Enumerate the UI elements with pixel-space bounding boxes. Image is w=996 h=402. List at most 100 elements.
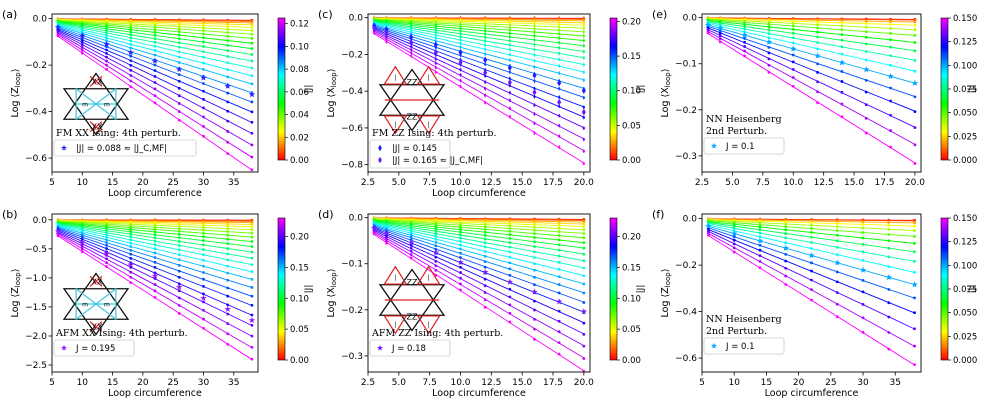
x-tick-label: 12.5 — [814, 178, 834, 188]
series-point — [80, 43, 84, 47]
series-point — [153, 53, 157, 57]
lattice-red-mark: | — [394, 274, 396, 281]
series-point — [202, 231, 205, 235]
series-fit-line — [374, 18, 584, 33]
series-point — [840, 45, 844, 49]
x-tick-label: 20.0 — [905, 178, 925, 188]
series-point — [913, 41, 917, 44]
series-point — [434, 229, 438, 233]
panel-c: 2.5 5.0 7.5 10.0 12.5 15.0 17.5 20.0 0.0 −0.2 −0.4… — [318, 8, 646, 199]
series-point — [582, 274, 586, 278]
series-point — [718, 31, 722, 35]
series-point — [533, 245, 536, 248]
series-point — [557, 260, 561, 264]
x-tick-label: 7.5 — [423, 178, 437, 188]
series-point — [459, 225, 462, 229]
series-point — [810, 269, 813, 273]
series-point — [483, 230, 487, 234]
colorbar-tick-label: 0.10 — [290, 42, 309, 52]
y-tick-label: −0.1 — [675, 60, 697, 70]
series-point — [409, 235, 413, 239]
series-point — [533, 262, 536, 266]
lattice-triangle-down — [378, 84, 446, 132]
series-point — [250, 228, 254, 232]
series-point — [533, 64, 536, 70]
series-point — [508, 106, 512, 111]
series-point — [250, 32, 254, 36]
series-point — [129, 228, 133, 231]
series-point — [129, 39, 133, 43]
series-point — [913, 229, 916, 232]
colorbar — [277, 17, 286, 161]
legend-marker — [710, 142, 718, 149]
series-fit-line — [373, 28, 585, 118]
series-point — [816, 35, 819, 39]
series-point — [80, 51, 84, 55]
series-point — [508, 255, 512, 259]
series-point — [810, 227, 813, 230]
y-tick-label: −0.8 — [341, 161, 363, 171]
series-point — [459, 84, 462, 89]
series-point — [707, 233, 710, 237]
series-point — [557, 144, 561, 150]
highlight-point — [557, 79, 562, 87]
series-point — [434, 235, 438, 238]
series-fit-line — [374, 219, 584, 239]
series-point — [129, 30, 133, 34]
highlight-point — [885, 273, 893, 281]
y-tick-label: 0.0 — [349, 14, 364, 24]
x-tick-label: 10.0 — [450, 378, 470, 388]
highlight-point — [433, 49, 438, 57]
y-tick-label: −0.5 — [25, 245, 47, 255]
series-point — [758, 223, 762, 226]
highlight-point — [808, 252, 815, 259]
series-fit-line — [374, 17, 584, 24]
series-point — [105, 29, 108, 33]
series-point — [129, 281, 133, 285]
series-point — [533, 250, 536, 254]
series-point — [177, 50, 181, 54]
series-point — [889, 45, 892, 49]
series-point — [409, 229, 413, 233]
series-fit-line — [708, 18, 915, 26]
series-point — [557, 267, 561, 271]
series-point — [864, 50, 868, 53]
x-tick-label: 15.0 — [512, 378, 532, 388]
series-point — [177, 61, 181, 64]
highlight-point — [704, 21, 712, 28]
series-point — [250, 23, 254, 27]
series-point — [250, 357, 254, 361]
series-fit-line — [374, 220, 584, 249]
series-point — [889, 20, 892, 23]
series-point — [810, 241, 813, 244]
series-point — [153, 233, 157, 237]
colorbar-tick-label: 0.05 — [622, 121, 641, 131]
series-point — [202, 253, 205, 257]
series-point — [129, 59, 133, 63]
x-tick-label: 15 — [761, 378, 772, 388]
series-point — [434, 241, 438, 244]
series-point — [791, 60, 795, 64]
series-point — [557, 35, 561, 41]
colorbar-tick-label: 0.10 — [290, 294, 309, 304]
series-point — [177, 289, 181, 293]
colorbar — [940, 217, 949, 361]
lattice-red-triangle — [383, 315, 408, 335]
series-point — [250, 313, 254, 317]
series-point — [459, 271, 462, 274]
series-point — [810, 231, 813, 234]
series-point — [758, 225, 762, 229]
x-tick-label: 30 — [198, 378, 210, 388]
series-point — [250, 286, 254, 289]
series-point — [706, 29, 710, 33]
series-point — [758, 235, 762, 239]
lattice-triangle-down — [62, 288, 130, 336]
x-tick-label: 5 — [699, 378, 705, 388]
series-point — [105, 39, 108, 42]
lattice-red-triangle — [383, 115, 408, 135]
x-tick-label: 17.5 — [543, 178, 563, 188]
series-point — [153, 289, 157, 293]
series-point — [177, 23, 181, 26]
panel-e: 2.5 5.0 7.5 10.0 12.5 15.0 17.5 20.0 0.0 −0.1 −0.2… — [652, 8, 977, 188]
series-point — [177, 45, 181, 49]
